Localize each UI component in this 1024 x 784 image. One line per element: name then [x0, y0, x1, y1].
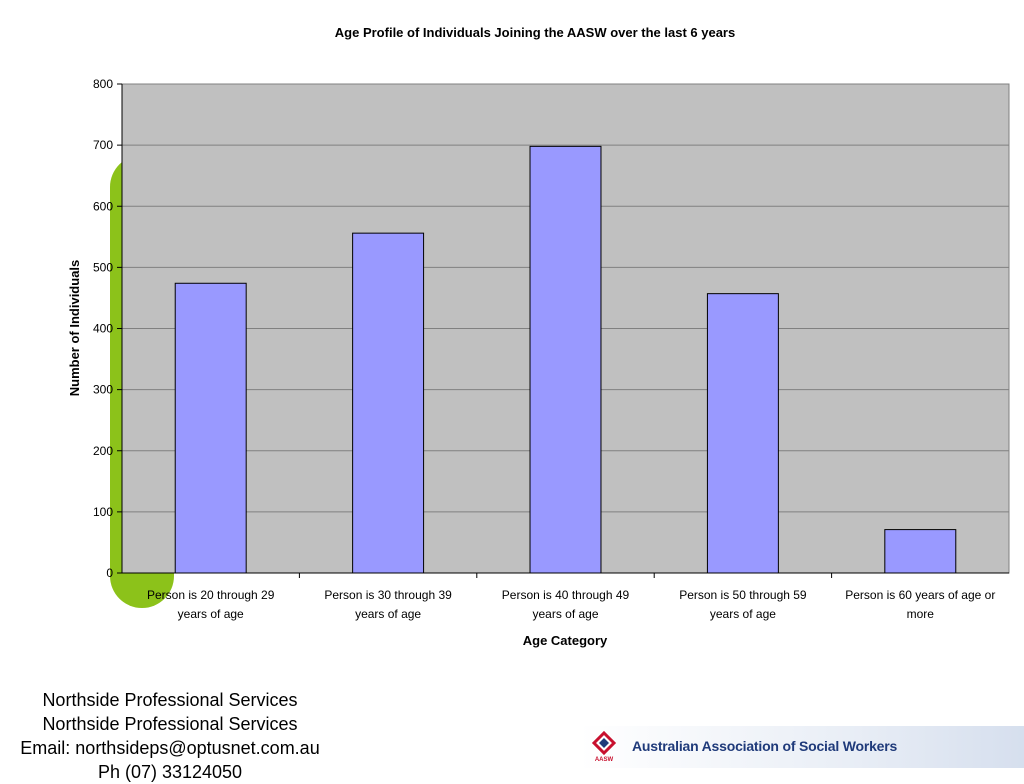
footer-line-1: Northside Professional Services — [42, 690, 298, 710]
organization-name: Australian Association of Social Workers — [632, 738, 898, 754]
x-category-label: Person is 60 years of age or — [845, 588, 995, 602]
chart-title: Age Profile of Individuals Joining the A… — [335, 25, 735, 40]
bar — [174, 282, 247, 574]
svg-text:AASW: AASW — [595, 757, 614, 763]
bar — [352, 232, 425, 574]
footer-line-2: Northside Professional Services — [42, 714, 298, 734]
x-category-label: more — [907, 607, 935, 621]
footer-contact: Northside Professional Services Northsid… — [0, 688, 340, 784]
x-category-label: years of age — [178, 607, 244, 621]
y-tick-label: 0 — [106, 566, 113, 580]
x-category-label: years of age — [532, 607, 598, 621]
x-category-label: years of age — [355, 607, 421, 621]
aasw-logo-icon: AASW — [591, 731, 617, 763]
y-tick-label: 700 — [93, 138, 113, 152]
y-tick-label: 800 — [93, 77, 113, 91]
y-tick-label: 500 — [93, 260, 113, 274]
x-category-label: Person is 40 through 49 — [502, 588, 630, 602]
x-category-label: years of age — [710, 607, 776, 621]
y-tick-label: 100 — [93, 505, 113, 519]
footer-email: Email: northsideps@optusnet.com.au — [20, 738, 320, 758]
x-category-label: Person is 50 through 59 — [679, 588, 807, 602]
footer-phone: Ph (07) 33124050 — [97, 762, 243, 782]
y-tick-label: 200 — [93, 444, 113, 458]
y-axis-title: Number of Individuals — [67, 260, 82, 397]
bar — [529, 145, 602, 574]
x-axis-title: Age Category — [523, 633, 608, 648]
bar — [884, 529, 957, 574]
x-category-label: Person is 30 through 39 — [324, 588, 452, 602]
y-tick-label: 600 — [93, 199, 113, 213]
bar — [706, 293, 779, 574]
aasw-banner: AASW Australian Association of Social Wo… — [580, 726, 1024, 768]
bar-chart: Age Profile of Individuals Joining the A… — [67, 25, 1010, 648]
x-category-label: Person is 20 through 29 — [147, 588, 275, 602]
y-tick-label: 400 — [93, 322, 113, 336]
y-tick-label: 300 — [93, 383, 113, 397]
